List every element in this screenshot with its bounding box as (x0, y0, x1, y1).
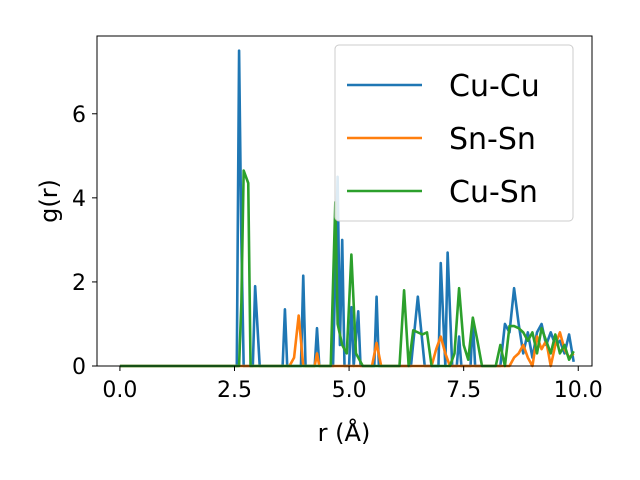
legend-items: Cu-Cu Sn-Sn Cu-Sn (347, 69, 540, 210)
plot-frame (96, 35, 593, 367)
series-line-cu-sn (119, 169, 575, 368)
y-tick-label: 4 (72, 187, 86, 212)
x-tick-label: 7.5 (446, 378, 481, 403)
x-axis-label: r (Å) (318, 418, 371, 447)
legend-label-sn-sn: Sn-Sn (449, 122, 536, 157)
y-tick-label: 6 (72, 103, 86, 128)
x-tick-label: 2.5 (217, 378, 252, 403)
y-tick-label: 2 (72, 271, 86, 296)
legend-frame (334, 44, 574, 222)
y-axis-label: g(r) (35, 179, 63, 223)
x-tick-label: 10.0 (554, 378, 603, 403)
ticks-layer: 0.0 2.5 5.0 7.5 10.0 0 2 4 6 (72, 103, 603, 403)
x-tick-label: 0.0 (102, 378, 137, 403)
legend: Cu-Cu Sn-Sn Cu-Sn (334, 44, 574, 222)
x-tick-label: 5.0 (332, 378, 367, 403)
legend-label-cu-sn: Cu-Sn (449, 175, 538, 210)
y-tick-label: 0 (72, 355, 86, 380)
legend-label-cu-cu: Cu-Cu (449, 69, 540, 104)
